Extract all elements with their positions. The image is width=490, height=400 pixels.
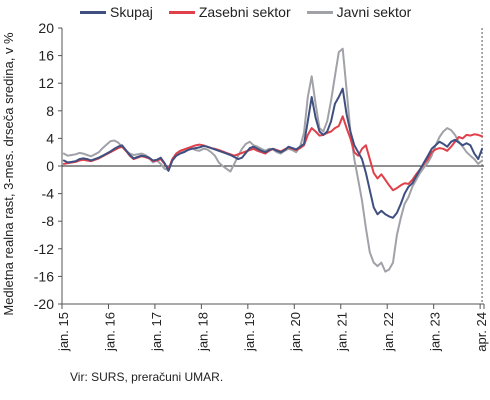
y-tick-label: 20 [38,20,54,36]
legend-label-skupaj: Skupaj [110,4,153,20]
y-tick-label: -8 [42,213,55,229]
legend-swatch-javni-sektor [306,10,333,14]
y-tick-label: -16 [34,268,54,284]
x-tick-label: jan. 23 [428,312,443,352]
y-tick-label: 4 [46,130,54,146]
series-line-javni-sektor [62,47,484,273]
x-tick-label: jan. 20 [288,312,303,352]
y-axis: -20 -16 -12 -8 -4 0 4 8 12 16 20 [34,20,484,312]
x-tick-label: apr. 24 [474,312,489,352]
legend-label-javni-sektor: Javni sektor [336,4,412,20]
legend: Skupaj Zasebni sektor Javni sektor [80,4,411,20]
x-tick-label: jan. 16 [102,312,117,352]
legend-swatch-skupaj [80,10,106,14]
y-tick-label: -12 [34,241,54,257]
source-note: Vir: SURS, preračuni UMAR. [70,370,224,384]
x-tick-label: jan. 18 [195,312,210,352]
x-tick-label: jan. 21 [335,312,350,352]
y-tick-label: 8 [46,103,54,119]
legend-item-skupaj: Skupaj [80,4,153,20]
y-axis-label: Medletna realna rast, 3-mes. drseča sred… [1,32,16,316]
series-lines [62,28,484,304]
y-tick-label: -4 [42,186,55,202]
y-tick-label: -20 [34,296,54,312]
legend-label-zasebni-sektor: Zasebni sektor [198,4,291,20]
x-axis: jan. 15 jan. 16 jan. 17 jan. 18 jan. 19 jan. … [56,303,489,352]
x-tick-label: jan. 17 [149,312,164,352]
series-line-zasebni-sektor [62,115,484,192]
legend-item-javni-sektor: Javni sektor [306,4,412,20]
legend-swatch-zasebni-sektor [168,10,195,14]
x-tick-label: jan. 19 [242,312,257,352]
legend-item-zasebni-sektor: Zasebni sektor [168,4,291,20]
x-tick-label: jan. 15 [56,312,71,352]
y-tick-label: 12 [38,75,54,91]
x-tick-label: jan. 22 [381,312,396,352]
series-line-skupaj [62,87,484,219]
y-tick-label: 16 [38,48,54,64]
y-tick-label: 0 [46,158,54,174]
